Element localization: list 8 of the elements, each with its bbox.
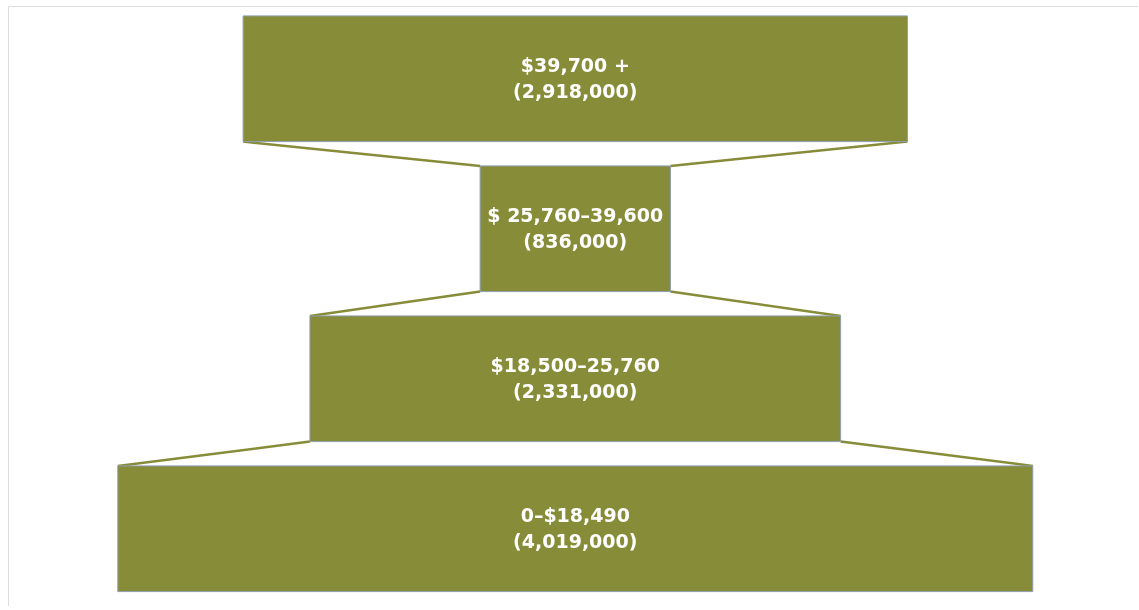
data-label: (4,019,000) bbox=[513, 529, 638, 552]
category-label: $ 25,760–39,600 bbox=[487, 203, 664, 226]
data-label: (2,918,000) bbox=[513, 79, 638, 102]
category-label: $18,500–25,760 bbox=[490, 353, 660, 376]
category-label: 0–$18,490 bbox=[520, 503, 630, 526]
data-label: (836,000) bbox=[523, 229, 628, 252]
category-label: $39,700 + bbox=[520, 53, 630, 76]
data-label: (2,331,000) bbox=[513, 379, 638, 402]
